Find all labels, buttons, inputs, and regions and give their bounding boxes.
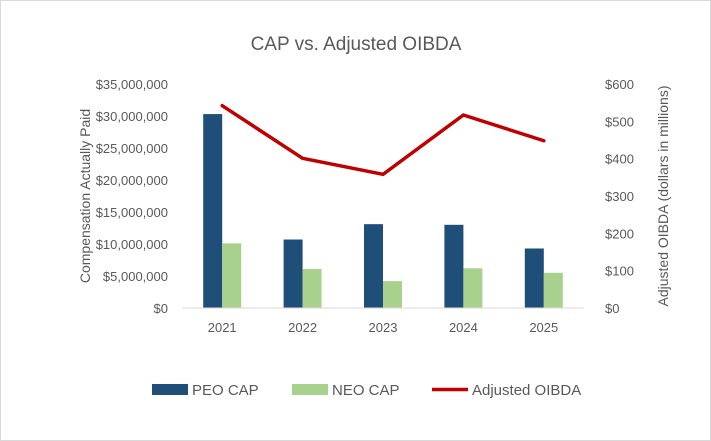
y-tick-label: $10,000,000 <box>96 237 168 252</box>
legend-label-peo-cap: PEO CAP <box>192 382 259 399</box>
bar-peo-cap <box>364 224 383 308</box>
line-point <box>461 113 465 117</box>
legend-swatch-neo-cap <box>292 384 328 395</box>
line-point <box>542 139 546 143</box>
x-tick-label: 2025 <box>529 320 558 335</box>
legend-label-neo-cap: NEO CAP <box>332 382 400 399</box>
y-tick-label: $5,000,000 <box>103 269 168 284</box>
x-tick-label: 2024 <box>449 320 478 335</box>
y2-tick-label: $400 <box>605 152 634 167</box>
chart-title: CAP vs. Adjusted OIBDA <box>251 34 462 55</box>
line-point <box>220 104 224 108</box>
y-axis-label: Compensation Actually Paid <box>77 109 93 283</box>
bar-peo-cap <box>524 248 544 308</box>
legend-swatch-peo-cap <box>152 384 188 395</box>
bar-neo-cap <box>543 272 563 308</box>
legend-label-adjusted-oibda: Adjusted OIBDA <box>472 382 581 399</box>
y2-tick-label: $600 <box>605 77 634 92</box>
y-tick-label: $25,000,000 <box>96 141 168 156</box>
y-tick-label: $20,000,000 <box>96 173 168 188</box>
bar-neo-cap <box>222 243 242 308</box>
y2-axis-label: Adjusted OIBDA (dollars in millions) <box>655 86 671 307</box>
y2-tick-label: $200 <box>605 226 634 241</box>
line-adjusted-oibda <box>220 103 546 177</box>
x-tick-label: 2021 <box>208 320 237 335</box>
y-tick-label: $15,000,000 <box>96 205 168 220</box>
bars-group <box>203 114 563 308</box>
y2-tick-label: $0 <box>605 301 619 316</box>
line-point <box>301 156 305 160</box>
y2-tick-label: $100 <box>605 264 634 279</box>
x-tick-label: 2023 <box>369 320 398 335</box>
x-tick-label: 2022 <box>288 320 317 335</box>
y-tick-label: $30,000,000 <box>96 109 168 124</box>
line-group <box>220 103 546 177</box>
bar-peo-cap <box>444 224 464 308</box>
y2-ticks-group: $0 $100 $200 $300 $400 $500 $600 <box>605 77 634 316</box>
y-tick-label: $35,000,000 <box>96 77 168 92</box>
legend: PEO CAP NEO CAP Adjusted OIBDA <box>152 382 581 399</box>
y-ticks-group: $0 $5,000,000 $10,000,000 $15,000,000 $20,00… <box>96 77 168 316</box>
bar-neo-cap <box>302 268 322 308</box>
bar-peo-cap <box>283 239 303 308</box>
y-tick-label: $0 <box>154 301 168 316</box>
y2-tick-label: $500 <box>605 114 634 129</box>
bar-peo-cap <box>203 114 223 308</box>
bar-neo-cap <box>383 281 402 308</box>
x-ticks-group: 2021 2022 2023 2024 2025 <box>208 320 559 335</box>
y2-tick-label: $300 <box>605 189 634 204</box>
line-point <box>381 172 385 176</box>
bar-neo-cap <box>463 268 483 308</box>
